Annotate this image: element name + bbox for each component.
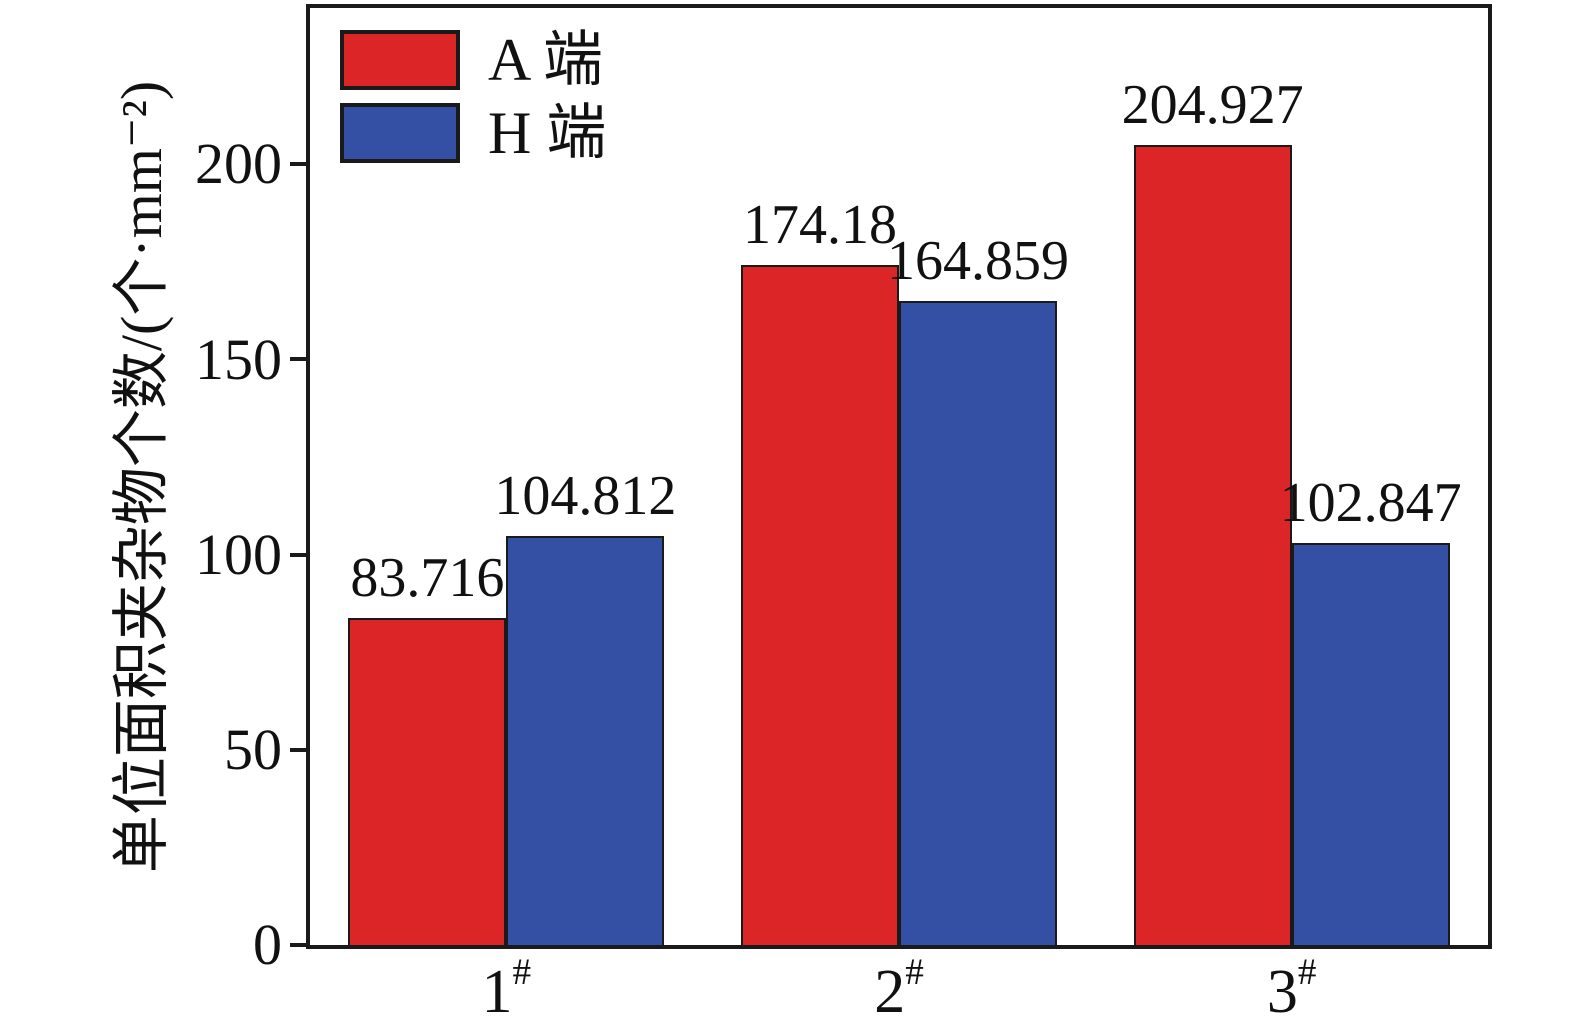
legend-label: H 端	[488, 100, 607, 166]
x-tick-label: 3#	[1266, 954, 1317, 1024]
bar-series1-group2	[741, 264, 899, 945]
legend-item-series1: A 端	[340, 30, 606, 90]
bar-series2-group1	[506, 535, 665, 945]
x-tick-superscript: #	[905, 952, 924, 993]
x-tick-label: 1#	[481, 954, 532, 1024]
legend: A 端 H 端	[340, 30, 606, 176]
value-label: 164.859	[887, 230, 1069, 293]
x-tick-superscript: #	[512, 952, 532, 993]
x-tick-base: 1	[481, 958, 513, 1024]
bar-series1-group1	[348, 618, 507, 945]
y-tick-label: 200	[195, 131, 282, 197]
y-tick-label: 50	[224, 716, 282, 782]
x-tick-label: 2#	[874, 954, 924, 1024]
y-tick-mark	[290, 943, 306, 947]
x-tick-base: 2	[874, 958, 906, 1024]
y-axis-title: 单位面积夹杂物个数/(个·mm⁻²)	[109, 80, 174, 874]
y-tick-mark	[290, 552, 306, 557]
y-tick-label: 150	[195, 326, 282, 392]
bar-series2-group2	[899, 301, 1057, 945]
y-tick-label: 0	[253, 912, 282, 978]
y-tick-mark	[290, 162, 306, 167]
y-tick-mark	[290, 357, 306, 362]
value-label: 174.18	[743, 193, 897, 256]
y-tick-label: 100	[195, 521, 282, 587]
value-label: 204.927	[1121, 73, 1304, 136]
value-label: 102.847	[1279, 472, 1462, 535]
legend-label: A 端	[488, 27, 604, 93]
value-label: 104.812	[494, 464, 677, 527]
x-tick-superscript: #	[1297, 952, 1317, 993]
bar-series1-group3	[1133, 144, 1292, 945]
legend-swatch	[340, 30, 460, 90]
legend-item-series2: H 端	[340, 103, 606, 163]
value-label: 83.716	[350, 547, 505, 610]
y-tick-mark	[290, 747, 306, 752]
legend-swatch	[340, 103, 460, 163]
x-tick-base: 3	[1266, 958, 1298, 1024]
bar-series2-group3	[1291, 543, 1450, 945]
